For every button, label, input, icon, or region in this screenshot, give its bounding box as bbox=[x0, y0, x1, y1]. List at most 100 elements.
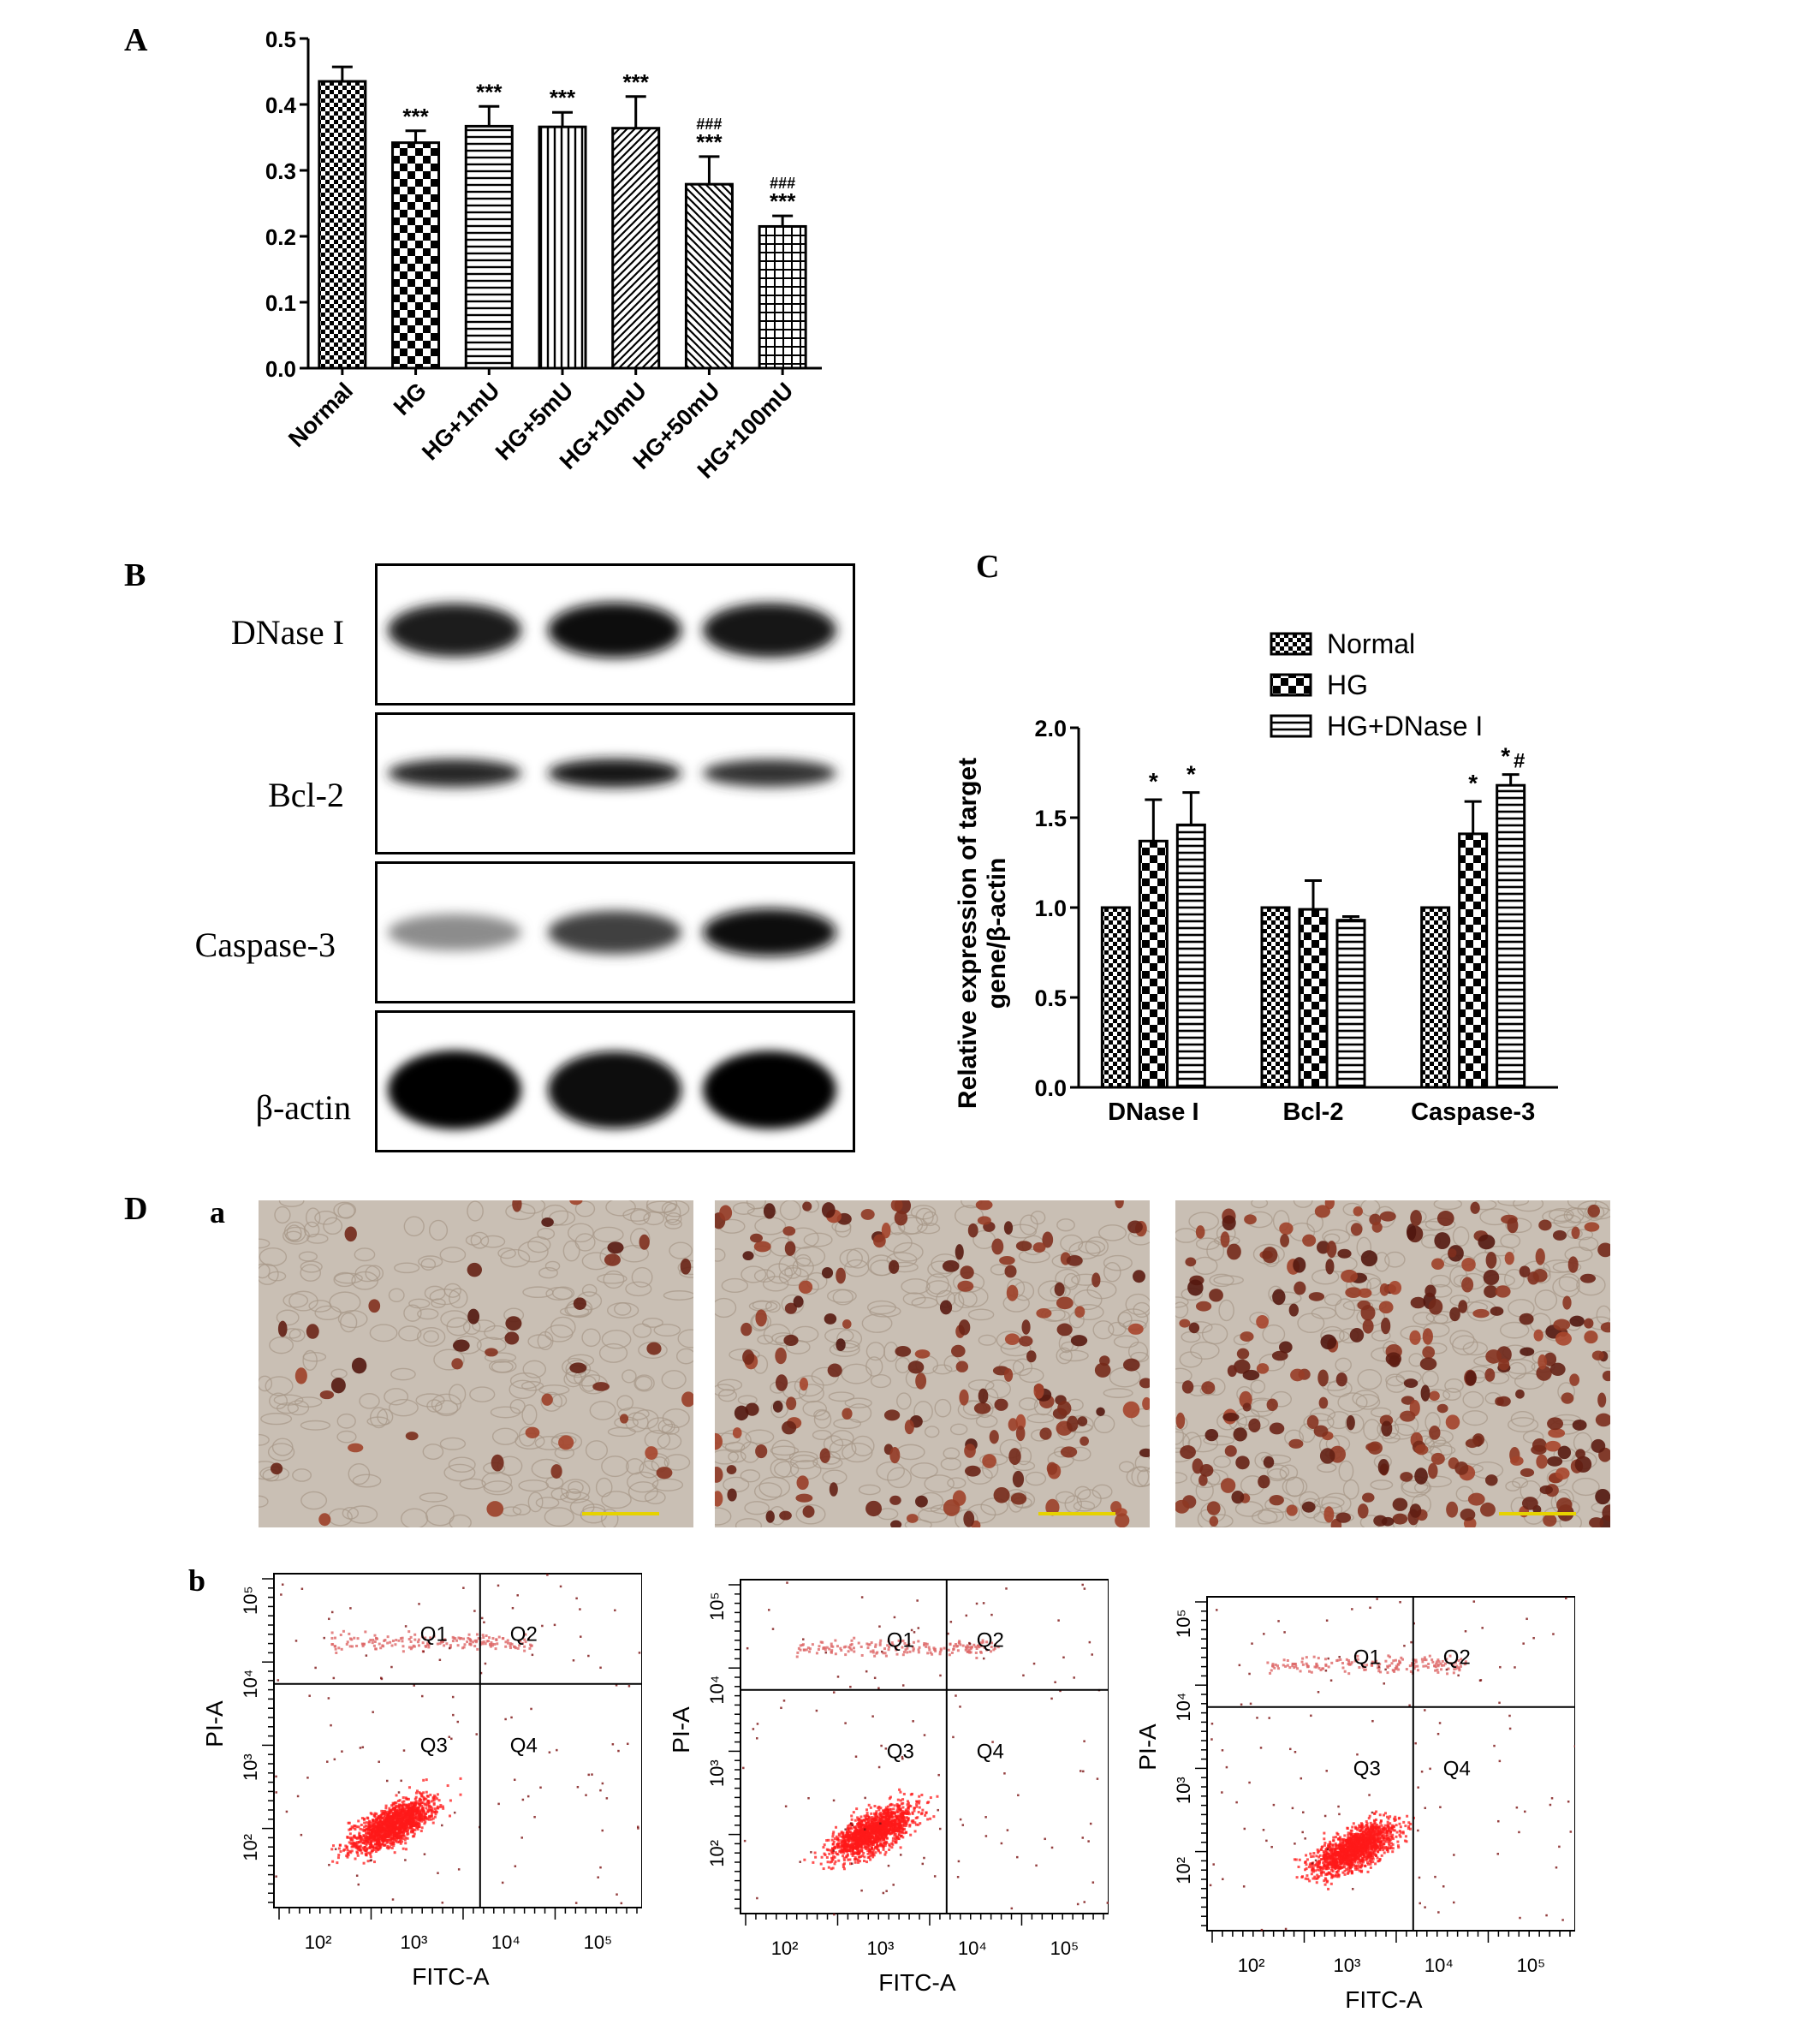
cell-outline bbox=[1175, 1229, 1198, 1242]
cell-outline bbox=[602, 1456, 628, 1477]
cell-outline bbox=[1252, 1200, 1268, 1208]
cell-outline bbox=[275, 1207, 290, 1223]
cell-outline bbox=[337, 1432, 356, 1443]
stained-cell bbox=[889, 1260, 899, 1274]
blot-band bbox=[703, 759, 836, 787]
stained-cell bbox=[1222, 1413, 1239, 1421]
flow-x-tick: 10² bbox=[1238, 1955, 1265, 1976]
legend-swatch bbox=[1271, 716, 1311, 736]
stained-cell bbox=[1205, 1429, 1219, 1441]
x-tick-label: Bcl-2 bbox=[1283, 1098, 1344, 1126]
y-tick-label: 0.1 bbox=[265, 290, 296, 316]
stained-cell bbox=[1078, 1416, 1088, 1426]
stained-cell bbox=[957, 1281, 973, 1292]
cell-outline bbox=[440, 1438, 465, 1450]
stained-cell bbox=[1225, 1445, 1237, 1457]
cell-outline bbox=[493, 1428, 518, 1444]
significance-label: * bbox=[1149, 768, 1158, 795]
stained-cell bbox=[1270, 1423, 1284, 1435]
stained-cell bbox=[915, 1349, 931, 1359]
quadrant-label: Q1 bbox=[420, 1623, 448, 1646]
flow-x-label: FITC-A bbox=[412, 1963, 490, 1990]
stained-cell bbox=[1461, 1258, 1476, 1271]
stained-cell bbox=[1431, 1453, 1445, 1465]
stained-cell bbox=[504, 1331, 519, 1344]
stained-cell bbox=[607, 1241, 623, 1253]
cell-outline bbox=[755, 1217, 786, 1235]
stained-cell bbox=[467, 1309, 479, 1325]
y-tick-label: 0.2 bbox=[265, 224, 296, 250]
stained-cell bbox=[1055, 1283, 1065, 1296]
stained-cell bbox=[1446, 1502, 1458, 1518]
stained-cell bbox=[1515, 1390, 1525, 1399]
blot-band bbox=[388, 604, 521, 657]
flow-x-tick: 10⁴ bbox=[958, 1938, 987, 1959]
cell-outline bbox=[1214, 1276, 1243, 1284]
stained-cell bbox=[1562, 1295, 1571, 1309]
cell-outline bbox=[426, 1505, 454, 1525]
cell-outline bbox=[859, 1485, 881, 1494]
stained-cell bbox=[800, 1378, 808, 1390]
blot-strip bbox=[375, 1010, 855, 1152]
stained-cell bbox=[1437, 1211, 1454, 1226]
cell-outline bbox=[602, 1491, 631, 1509]
stained-cell bbox=[766, 1510, 775, 1523]
significance-label: *** bbox=[696, 129, 723, 155]
cell-outline bbox=[1263, 1325, 1284, 1343]
bar bbox=[686, 184, 732, 368]
stained-cell bbox=[1510, 1456, 1524, 1466]
quadrant-label: Q3 bbox=[887, 1741, 914, 1764]
bar bbox=[466, 126, 512, 368]
cell-outline bbox=[662, 1371, 686, 1389]
stained-cell bbox=[842, 1408, 852, 1420]
stained-cell bbox=[1180, 1445, 1196, 1459]
cell-outline bbox=[279, 1200, 303, 1206]
significance-label: # bbox=[1514, 750, 1525, 773]
x-tick-label: HG+1mU bbox=[417, 378, 504, 465]
stained-cell bbox=[999, 1256, 1015, 1265]
cell-outline bbox=[449, 1515, 471, 1527]
quadrant-label: Q3 bbox=[1353, 1758, 1381, 1781]
stained-cell bbox=[1550, 1363, 1566, 1376]
flow-y-tick: 10² bbox=[706, 1840, 728, 1867]
stained-cell bbox=[1280, 1234, 1289, 1247]
cell-outline bbox=[1181, 1332, 1200, 1342]
stained-cell bbox=[754, 1241, 771, 1253]
cell-outline bbox=[1445, 1379, 1463, 1392]
stained-cell bbox=[803, 1505, 815, 1517]
stained-cell bbox=[1536, 1455, 1547, 1469]
stained-cell bbox=[1458, 1300, 1467, 1313]
stained-cell bbox=[1386, 1352, 1401, 1366]
cell-outline bbox=[772, 1440, 795, 1460]
stained-cell bbox=[750, 1234, 763, 1243]
stained-cell bbox=[1555, 1468, 1570, 1479]
blot-band bbox=[548, 1051, 681, 1128]
cell-outline bbox=[283, 1294, 307, 1307]
stained-cell bbox=[1424, 1285, 1436, 1298]
stained-cell bbox=[1026, 1350, 1037, 1362]
stained-cell bbox=[884, 1409, 900, 1420]
cell-outline bbox=[419, 1493, 447, 1502]
stained-cell bbox=[828, 1364, 842, 1378]
stained-cell bbox=[1429, 1299, 1443, 1315]
y-tick-label: 0.0 bbox=[265, 356, 296, 382]
cell-outline bbox=[1317, 1463, 1336, 1472]
stained-cell bbox=[895, 1211, 907, 1226]
cell-outline bbox=[1463, 1411, 1488, 1426]
stained-cell bbox=[1013, 1471, 1024, 1487]
stained-cell bbox=[907, 1514, 919, 1523]
stained-cell bbox=[799, 1281, 812, 1294]
cell-outline bbox=[842, 1364, 871, 1384]
significance-label: * bbox=[1187, 761, 1196, 788]
stained-cell bbox=[1520, 1313, 1534, 1325]
cell-outline bbox=[1565, 1247, 1592, 1262]
significance-label: *** bbox=[402, 104, 429, 129]
cell-outline bbox=[307, 1234, 328, 1243]
stained-cell bbox=[965, 1466, 981, 1477]
cell-outline bbox=[633, 1410, 658, 1429]
stained-cell bbox=[348, 1444, 363, 1453]
stained-cell bbox=[1531, 1445, 1546, 1455]
stained-cell bbox=[1008, 1418, 1018, 1431]
cell-outline bbox=[633, 1324, 651, 1337]
cell-outline bbox=[669, 1242, 692, 1259]
